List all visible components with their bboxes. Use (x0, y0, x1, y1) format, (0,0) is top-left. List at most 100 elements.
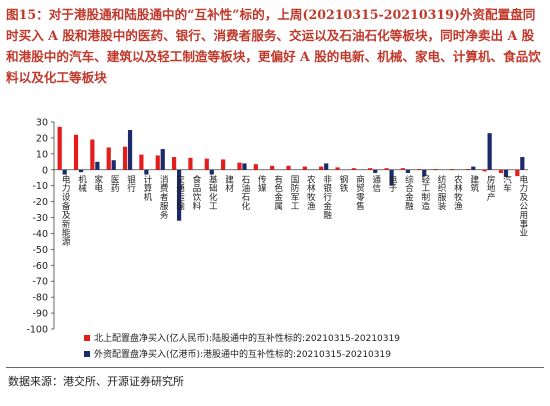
bar-southbound (405, 169, 411, 173)
y-tick-label: -40 (32, 229, 48, 240)
x-category-label: 农林牧渔 (452, 173, 462, 210)
bar-northbound (384, 168, 389, 170)
y-tick-label: -100 (26, 325, 48, 336)
bar-northbound (188, 157, 193, 170)
bar-southbound (242, 163, 247, 170)
y-tick-label: -10 (32, 181, 48, 192)
x-category-label: 综合金融 (403, 173, 413, 211)
legend: 北上配置盘净买入(亿人民币):陆股通中的互补性标的:20210315-20210… (84, 332, 400, 360)
x-category-label: 农林牧渔 (305, 173, 315, 210)
x-category-label: 商贸零售 (354, 173, 364, 211)
bar-northbound (106, 147, 111, 170)
x-axis-category-labels: 电力设备及新能源 机械 家电 医药 银行 计算机 消费者服务 交通运输 食品饮料 基础化工 建材 石油… (60, 173, 528, 246)
bar-northbound (270, 165, 275, 170)
bar-southbound (95, 161, 100, 170)
bar-northbound (139, 154, 144, 170)
bar-southbound (62, 169, 67, 175)
bar-northbound (286, 165, 291, 170)
x-category-label: 有色金属 (273, 173, 283, 211)
legend-swatch (84, 351, 90, 357)
x-category-label: 食品饮料 (191, 173, 201, 211)
bar-southbound (422, 169, 427, 177)
bar-northbound (171, 157, 177, 170)
y-tick-label: 30 (36, 118, 48, 129)
bar-southbound (209, 169, 214, 175)
bar-southbound (487, 133, 492, 170)
bar-southbound (471, 166, 476, 170)
x-category-label: 石油石化 (240, 175, 250, 211)
bar-northbound (368, 168, 373, 170)
y-tick-label: -20 (32, 197, 48, 208)
legend-label: 北上配置盘净买入(亿人民币):陆股通中的互补性标的:20210315-20210… (94, 332, 400, 344)
bar-northbound (57, 126, 62, 170)
bar-southbound (160, 149, 165, 170)
x-category-label: 电力及公用事业 (518, 173, 528, 237)
x-category-label: 国防军工 (289, 174, 299, 210)
x-category-label: 消费者服务 (158, 173, 168, 220)
bar-northbound (221, 159, 226, 170)
data-source-note: 数据来源：港交所、开源证券研究所 (8, 375, 184, 388)
x-category-label: 交通运输 (175, 173, 185, 211)
figure-title: 图15：对于港股通和陆股通中的“互补性”标的，上周(20210315-20210… (6, 7, 541, 85)
bar-northbound (73, 134, 79, 170)
bar-series-group (57, 126, 525, 221)
legend-label: 外资配置盘净买入(亿港币):港股通中的互补性标的:20210315-202103… (94, 348, 391, 360)
y-tick-label: -60 (32, 261, 48, 272)
y-tick-label: -50 (32, 245, 48, 256)
x-category-label: 机械 (77, 173, 87, 193)
bar-northbound (417, 168, 422, 170)
x-category-label: 银行 (126, 173, 136, 193)
bar-southbound (127, 129, 133, 170)
x-category-label: 电子 (387, 173, 397, 192)
bar-northbound (302, 166, 307, 170)
bar-northbound (498, 169, 504, 173)
bar-northbound (351, 168, 356, 170)
x-category-label: 基础化工 (207, 173, 217, 210)
x-category-label: 纺织服装 (436, 173, 446, 211)
y-tick-label: 0 (42, 165, 48, 176)
legend-swatch (84, 335, 90, 341)
bar-southbound (373, 169, 378, 173)
x-category-label: 汽车 (501, 173, 511, 193)
bar-southbound (520, 157, 525, 170)
bar-northbound (122, 146, 128, 170)
bar-northbound (90, 139, 95, 170)
y-tick-label: 10 (36, 149, 48, 160)
bar-northbound (155, 155, 160, 170)
x-category-label: 医药 (109, 174, 119, 193)
bar-southbound (78, 169, 84, 173)
x-category-label: 非银行金融 (322, 173, 332, 220)
bar-southbound (503, 169, 509, 177)
bar-southbound (324, 163, 329, 170)
y-tick-label: -30 (32, 213, 48, 224)
bar-northbound (400, 168, 406, 170)
x-category-label: 电力设备及新能源 (60, 173, 70, 246)
x-category-label: 建材 (224, 173, 234, 192)
bar-southbound (176, 169, 182, 221)
bar-northbound (319, 166, 324, 170)
x-category-label: 家电 (93, 173, 103, 192)
bar-southbound (111, 160, 116, 170)
y-tick-label: -80 (32, 293, 48, 304)
bar-northbound (449, 168, 455, 170)
y-tick-label: 20 (36, 133, 48, 144)
bar-northbound (237, 162, 242, 170)
x-category-label: 建筑 (469, 173, 479, 193)
x-category-label: 计算机 (142, 173, 152, 202)
x-category-label: 通信 (371, 174, 381, 193)
y-tick-label: -70 (32, 277, 48, 288)
x-category-label: 轻工制造 (420, 173, 430, 211)
bar-northbound (253, 164, 258, 170)
bar-northbound (482, 169, 487, 172)
footer-divider (6, 367, 544, 368)
bar-northbound (466, 168, 471, 170)
bar-northbound (204, 158, 209, 170)
bar-northbound (515, 169, 520, 177)
bar-northbound (433, 168, 438, 170)
y-tick-label: -90 (32, 309, 48, 320)
bar-northbound (335, 167, 340, 170)
y-axis: 30 20 10 0 -10 -20 -30 -40 -50 -60 -70 -80 -90 -100 (26, 118, 55, 336)
bar-southbound (389, 169, 394, 186)
bar-southbound (144, 169, 149, 175)
